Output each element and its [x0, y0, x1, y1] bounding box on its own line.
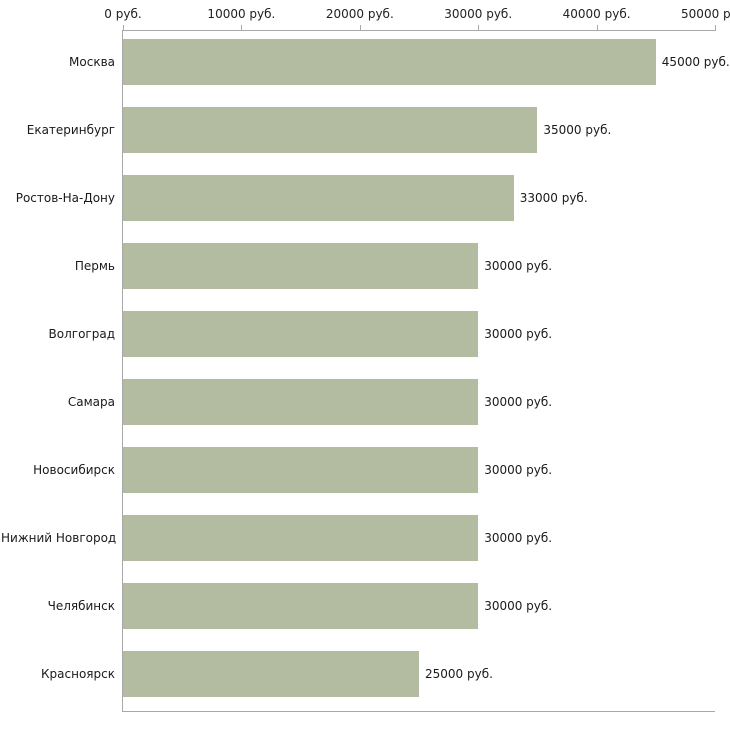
bar-row: Самара 30000 руб.	[68, 371, 715, 439]
value-label: 30000 руб.	[484, 599, 553, 613]
x-axis-tick-label: 10000 руб.	[207, 7, 276, 21]
category-label: Ростов-На-Дону	[15, 191, 115, 205]
bar	[123, 583, 479, 629]
category-label: Самара	[67, 395, 115, 409]
x-axis-tick-label: 40000 руб.	[562, 7, 631, 21]
bar	[123, 243, 479, 289]
bar-row: Екатеринбург 35000 руб.	[27, 99, 715, 167]
bar	[123, 651, 419, 697]
bar-row: Челябинск 30000 руб.	[48, 575, 715, 643]
x-axis-tick	[359, 25, 361, 31]
bar-row: Москва 45000 руб.	[69, 31, 730, 99]
value-label: 30000 руб.	[484, 463, 553, 477]
x-axis-tick	[123, 25, 124, 31]
bar	[123, 39, 656, 85]
category-label: Москва	[69, 55, 115, 69]
x-axis-tick-label: 30000 руб.	[444, 7, 513, 21]
category-label: Новосибирск	[33, 463, 115, 477]
value-label: 30000 руб.	[484, 531, 553, 545]
x-axis-tick	[596, 25, 598, 31]
category-label: Пермь	[74, 259, 115, 273]
bar	[123, 311, 479, 357]
category-label: Челябинск	[47, 599, 115, 613]
bar	[123, 379, 479, 425]
value-label: 35000 руб.	[543, 123, 612, 137]
bar-row: Красноярск 25000 руб.	[41, 643, 715, 711]
x-axis-tick	[241, 25, 243, 31]
bar	[123, 515, 479, 561]
bar	[123, 175, 514, 221]
x-axis-tick	[715, 25, 716, 31]
value-label: 25000 руб.	[425, 667, 493, 681]
x-axis-tick-label: 0 руб.	[104, 7, 142, 21]
x-axis-tick	[478, 25, 480, 31]
bar-row: Нижний Новгород 30000 руб.	[1, 507, 715, 575]
value-label: 30000 руб.	[484, 259, 553, 273]
bar-row: Ростов-На-Дону 33000 руб.	[16, 167, 715, 235]
bar	[123, 107, 538, 153]
value-label: 30000 руб.	[484, 395, 553, 409]
bar-row: Новосибирск 30000 руб.	[33, 439, 715, 507]
bar-row: Пермь 30000 руб.	[75, 235, 715, 303]
x-axis-tick-label: 20000 руб.	[325, 7, 394, 21]
value-label: 33000 руб.	[519, 191, 588, 205]
value-label: 30000 руб.	[484, 327, 553, 341]
value-label: 45000 руб.	[661, 55, 730, 69]
plot-area: 0 руб. 10000 руб. 20000 руб. 30000 руб. 4000…	[1, 7, 730, 712]
category-label: Волгоград	[48, 327, 115, 341]
bar	[123, 447, 479, 493]
category-label: Красноярск	[41, 667, 115, 681]
category-label: Екатеринбург	[26, 123, 115, 137]
x-axis-tick-label: 50000 руб.	[681, 7, 730, 21]
category-label: Нижний Новгород	[1, 531, 117, 545]
bar-row: Волгоград 30000 руб.	[49, 303, 715, 371]
